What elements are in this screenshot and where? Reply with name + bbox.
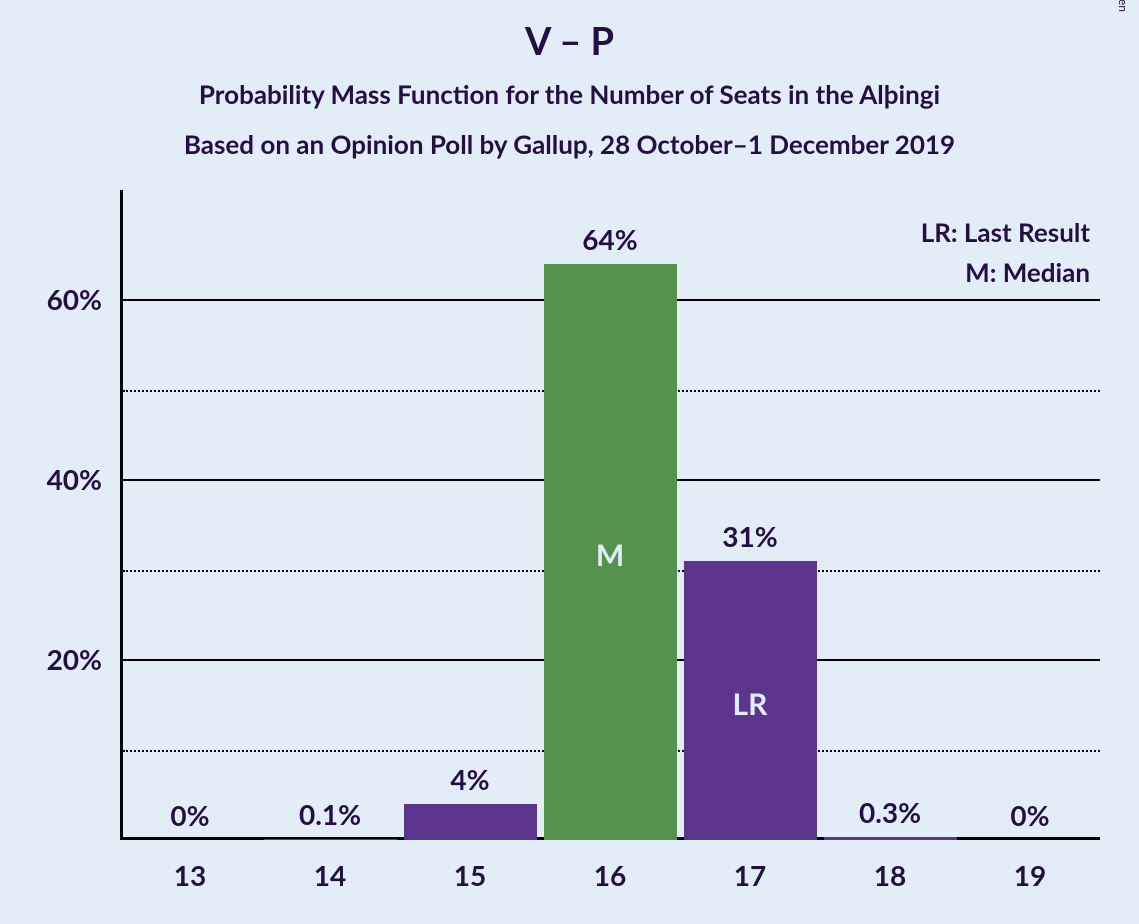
bar-annotation: M <box>540 537 680 573</box>
chart-title: V – P <box>0 18 1139 64</box>
legend-line: M: Median <box>0 256 1090 288</box>
x-tick-label: 18 <box>820 858 960 892</box>
x-tick-label: 16 <box>540 858 680 892</box>
bar-value-label: 0% <box>120 798 260 832</box>
bar <box>404 804 537 840</box>
y-tick-label: 20% <box>0 642 102 676</box>
bar-value-label: 0.3% <box>820 795 960 829</box>
y-tick-label: 40% <box>0 462 102 496</box>
x-tick-label: 14 <box>260 858 400 892</box>
x-tick-label: 19 <box>960 858 1100 892</box>
x-tick-label: 13 <box>120 858 260 892</box>
bar-value-label: 31% <box>680 519 820 553</box>
chart-subtitle-1: Probability Mass Function for the Number… <box>0 78 1139 110</box>
bar <box>264 839 397 840</box>
bar-value-label: 4% <box>400 762 540 796</box>
x-tick-label: 15 <box>400 858 540 892</box>
chart-container: V – P Probability Mass Function for the … <box>0 0 1139 924</box>
bar-value-label: 0.1% <box>260 797 400 831</box>
bar-value-label: 0% <box>960 798 1100 832</box>
bar <box>824 837 957 840</box>
legend-line: LR: Last Result <box>0 216 1090 248</box>
copyright-text: © 2020 Filip van Laenen <box>1116 0 1131 12</box>
bar-annotation: LR <box>680 686 820 722</box>
chart-subtitle-2: Based on an Opinion Poll by Gallup, 28 O… <box>0 128 1139 160</box>
x-tick-label: 17 <box>680 858 820 892</box>
